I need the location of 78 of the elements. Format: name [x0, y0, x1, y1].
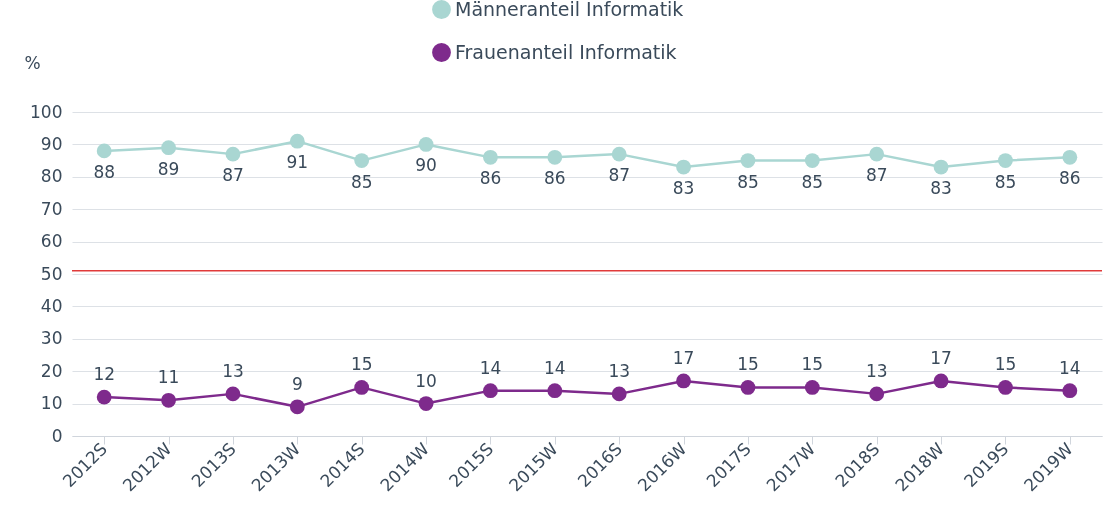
point	[161, 140, 176, 156]
point	[933, 373, 949, 389]
data-label: 85	[994, 171, 1017, 192]
point	[676, 159, 691, 175]
point	[418, 137, 434, 152]
point	[547, 383, 563, 399]
point	[740, 380, 756, 395]
point	[289, 399, 305, 415]
data-label: 86	[1058, 168, 1081, 189]
y-tick-label: 50	[40, 263, 63, 284]
legend-label: Männeranteil Informatik	[455, 0, 684, 20]
point	[483, 383, 498, 399]
point	[289, 133, 305, 149]
point	[740, 153, 756, 168]
point	[547, 149, 563, 165]
data-label: 91	[286, 152, 309, 173]
point	[869, 386, 885, 402]
data-label: 87	[222, 165, 244, 186]
data-label: 89	[157, 158, 180, 179]
point	[998, 153, 1013, 168]
point	[998, 380, 1013, 395]
y-tick-label: 80	[40, 166, 63, 187]
legend-label: Frauenanteil Informatik	[455, 40, 677, 63]
data-label: 12	[93, 364, 116, 385]
y-tick-label: 90	[40, 133, 63, 154]
y-tick-label: 100	[30, 101, 63, 122]
data-label: 13	[865, 360, 888, 381]
point	[225, 146, 241, 162]
point	[161, 392, 176, 408]
data-label: 15	[350, 354, 373, 375]
point	[225, 386, 241, 402]
point	[418, 396, 434, 411]
y-tick-label: 20	[40, 360, 63, 381]
data-label: 86	[479, 168, 502, 189]
data-label: 15	[801, 354, 824, 375]
point	[611, 386, 627, 402]
data-label: 83	[672, 178, 695, 199]
point	[483, 149, 498, 165]
data-label: 85	[737, 171, 759, 192]
point	[804, 153, 820, 168]
data-label: 14	[1058, 357, 1081, 378]
data-label: 10	[415, 370, 437, 391]
point	[96, 143, 112, 159]
data-label: 15	[737, 354, 759, 375]
data-label: 86	[543, 168, 566, 189]
point	[869, 146, 885, 162]
data-label: 87	[608, 165, 631, 186]
y-tick-label: 70	[40, 198, 63, 219]
point	[611, 146, 627, 162]
point	[96, 389, 112, 405]
point	[1062, 383, 1078, 399]
point	[354, 380, 370, 395]
data-label: 9	[291, 373, 303, 394]
point	[804, 380, 820, 395]
data-label: 11	[157, 367, 180, 388]
point	[933, 159, 949, 175]
data-label: 17	[672, 347, 695, 368]
y-tick-label: 0	[51, 425, 63, 446]
data-label: 90	[415, 155, 437, 176]
data-label: 13	[222, 360, 244, 381]
data-label: 83	[930, 178, 952, 199]
y-tick-label: 60	[40, 231, 63, 252]
data-label: 85	[801, 171, 824, 192]
data-label: 85	[350, 171, 373, 192]
data-label: 87	[865, 165, 888, 186]
data-label: 15	[994, 354, 1017, 375]
data-label: 88	[93, 161, 116, 182]
data-label: 17	[930, 347, 952, 368]
data-label: 14	[543, 357, 566, 378]
data-label: 13	[608, 360, 631, 381]
point	[1062, 149, 1078, 165]
y-tick-label: 10	[40, 393, 63, 414]
y-tick-label: 40	[40, 295, 63, 316]
data-label: 14	[479, 357, 502, 378]
y-tick-label: 30	[40, 328, 63, 349]
point	[354, 153, 370, 168]
point	[676, 373, 691, 389]
y-axis-title: %	[24, 52, 41, 73]
